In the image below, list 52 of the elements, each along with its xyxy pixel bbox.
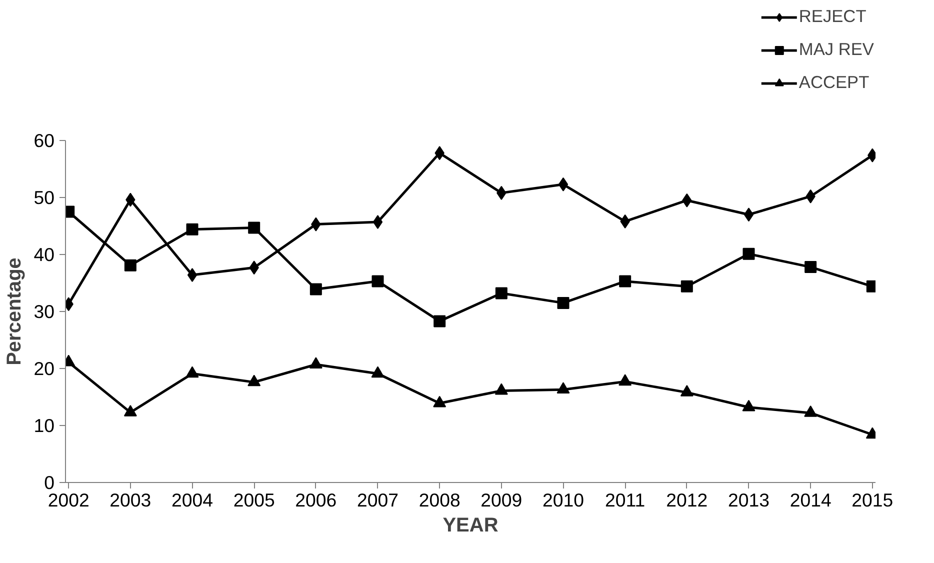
legend-label: REJECT — [798, 6, 866, 27]
point — [371, 366, 384, 378]
point — [804, 406, 818, 417]
point — [124, 404, 137, 416]
x-tick-label: 2013 — [728, 490, 770, 510]
point — [187, 268, 198, 282]
y-axis-title: Percentage — [4, 258, 26, 366]
point — [742, 248, 755, 260]
x-tick-label: 2007 — [357, 490, 399, 510]
point — [556, 382, 570, 394]
x-tick-label: 2008 — [418, 490, 460, 510]
point — [742, 400, 756, 412]
point — [186, 223, 198, 236]
x-tick-label: 2015 — [852, 490, 894, 510]
y-tick-label: 60 — [34, 130, 55, 151]
point — [372, 275, 384, 288]
x-axis-title: YEAR — [442, 514, 499, 536]
point — [744, 208, 754, 222]
x-tick-label: 2014 — [790, 490, 832, 510]
point — [248, 222, 260, 234]
point — [310, 283, 322, 296]
point — [372, 215, 383, 230]
x-tick-label: 2005 — [233, 490, 275, 510]
point — [186, 366, 199, 378]
point — [309, 357, 322, 368]
y-tick-label: 20 — [34, 358, 55, 379]
x-tick-label: 2006 — [295, 490, 337, 510]
x-tick-label: 2004 — [172, 490, 214, 510]
point — [434, 315, 446, 328]
legend-label: ACCEPT — [798, 72, 870, 93]
point — [680, 385, 694, 396]
y-tick-label: 50 — [34, 187, 55, 208]
point — [495, 287, 508, 300]
x-tick-label: 2009 — [480, 490, 522, 510]
point — [557, 296, 570, 309]
x-tick-label: 2010 — [542, 490, 584, 510]
point — [433, 396, 446, 408]
point — [619, 275, 632, 288]
point — [248, 374, 261, 386]
point — [558, 177, 568, 192]
point — [494, 383, 508, 395]
x-tick-label: 2003 — [110, 490, 152, 510]
point — [618, 374, 632, 386]
legend-label: MAJ REV — [798, 39, 874, 60]
point — [124, 259, 136, 272]
point — [680, 280, 693, 292]
y-tick-label: 10 — [34, 415, 55, 436]
point — [804, 261, 817, 274]
x-tick-label: 2012 — [666, 490, 708, 510]
y-tick-label: 40 — [34, 244, 55, 265]
x-tick-label: 2011 — [605, 490, 646, 510]
y-tick-label: 30 — [34, 301, 55, 322]
